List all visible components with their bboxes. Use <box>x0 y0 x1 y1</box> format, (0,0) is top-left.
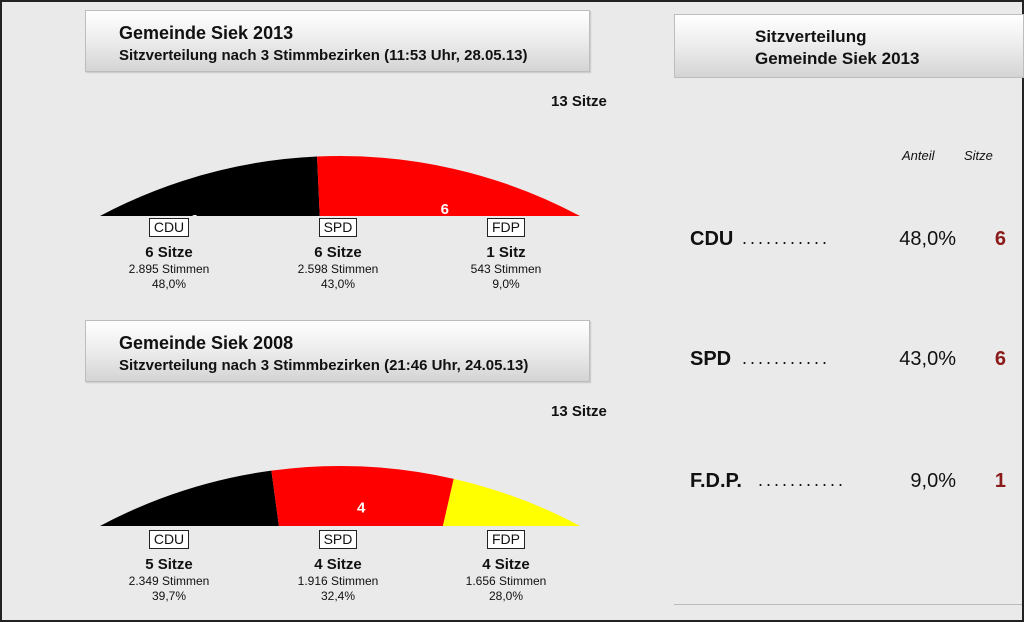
party-votes: 2.895 Stimmen <box>128 262 210 276</box>
result-party-name: F.D.P. <box>690 470 742 492</box>
result-share: 9,0% <box>910 470 956 492</box>
chart-2008-total-seats: 13 Sitze <box>551 403 607 420</box>
chart-2008-party-spd: SPD 4 Sitze 1.916 Stimmen 32,4% <box>273 530 403 604</box>
party-seats: 6 Sitze <box>314 244 362 261</box>
party-seats: 5 Sitze <box>145 556 193 573</box>
result-seats: 6 <box>994 348 1006 370</box>
party-percent: 43,0% <box>320 277 356 291</box>
chart-2013-party-spd: SPD 6 Sitze 2.598 Stimmen 43,0% <box>273 218 403 292</box>
results-panel: Sitzverteilung Gemeinde Siek 2013 Anteil… <box>674 14 1024 605</box>
party-votes: 2.598 Stimmen <box>297 262 379 276</box>
chart-2013-hemicycle: 661 <box>100 156 580 216</box>
party-percent: 9,0% <box>492 277 520 291</box>
chart-2008-hemicycle: 544 <box>100 466 580 526</box>
party-seats: 1 Sitz <box>486 244 526 261</box>
party-label-spd: SPD <box>318 530 358 549</box>
chart-2008-party-fdp: FDP 4 Sitze 1.656 Stimmen 28,0% <box>441 530 571 604</box>
results-title-line1: Sitzverteilung <box>755 27 867 46</box>
chart-2013-total-seats: 13 Sitze <box>551 93 607 110</box>
segment-spd <box>317 156 580 216</box>
result-share: 43,0% <box>899 348 956 370</box>
chart-2013-party-fdp: FDP 1 Sitz 543 Stimmen 9,0% <box>441 218 571 292</box>
result-dots: ........... <box>758 470 847 490</box>
chart-2008-title: Gemeinde Siek 2008 <box>119 333 294 353</box>
party-votes: 1.916 Stimmen <box>297 574 379 588</box>
result-seats: 6 <box>994 228 1006 250</box>
party-votes: 1.656 Stimmen <box>465 574 547 588</box>
result-party-name: SPD <box>690 348 732 370</box>
chart-2013-subtitle: Sitzverteilung nach 3 Stimmbezirken (11:… <box>119 47 528 64</box>
chart-2008-title-box: Gemeinde Siek 2008 Sitzverteilung nach 3… <box>85 320 590 382</box>
party-seats: 4 Sitze <box>314 556 362 573</box>
result-row-cdu: CDU ........... 48,0% 6 <box>690 228 1010 258</box>
party-votes: 2.349 Stimmen <box>128 574 210 588</box>
result-dots: ........... <box>742 348 831 368</box>
results-title-line2: Gemeinde Siek 2013 <box>755 49 920 68</box>
results-panel-header: Sitzverteilung Gemeinde Siek 2013 <box>674 14 1024 78</box>
seat-count-label-spd: 4 <box>357 499 366 516</box>
seat-count-label-cdu: 6 <box>190 212 198 216</box>
segment-spd <box>271 466 454 526</box>
party-seats: 6 Sitze <box>145 244 193 261</box>
result-dots: ........... <box>742 228 831 248</box>
party-percent: 48,0% <box>151 277 187 291</box>
party-label-cdu: CDU <box>148 530 190 549</box>
result-seats: 1 <box>994 470 1006 492</box>
chart-2008-subtitle: Sitzverteilung nach 3 Stimmbezirken (21:… <box>119 357 529 374</box>
party-label-cdu: CDU <box>148 218 190 237</box>
chart-2013-party-cdu: CDU 6 Sitze 2.895 Stimmen 48,0% <box>104 218 234 292</box>
party-percent: 32,4% <box>320 589 356 603</box>
result-row-spd: SPD ........... 43,0% 6 <box>690 348 1010 378</box>
seat-count-label-spd: 6 <box>441 201 449 216</box>
chart-2013-title-box: Gemeinde Siek 2013 Sitzverteilung nach 3… <box>85 10 590 72</box>
party-percent: 28,0% <box>488 589 524 603</box>
party-label-fdp: FDP <box>487 218 525 237</box>
party-label-fdp: FDP <box>487 530 525 549</box>
party-seats: 4 Sitze <box>482 556 530 573</box>
column-header-seats: Sitze <box>964 148 993 163</box>
result-share: 48,0% <box>899 228 956 250</box>
party-percent: 39,7% <box>151 589 187 603</box>
segment-cdu <box>100 156 320 216</box>
result-row-fdp: F.D.P. ........... 9,0% 1 <box>690 470 1010 500</box>
chart-2008-party-cdu: CDU 5 Sitze 2.349 Stimmen 39,7% <box>104 530 234 604</box>
party-label-spd: SPD <box>318 218 358 237</box>
chart-2013-title: Gemeinde Siek 2013 <box>119 23 294 43</box>
party-votes: 543 Stimmen <box>470 262 542 276</box>
segment-cdu <box>100 470 279 526</box>
result-party-name: CDU <box>690 228 734 250</box>
segment-fdp <box>442 478 580 526</box>
column-header-share: Anteil <box>902 148 935 163</box>
